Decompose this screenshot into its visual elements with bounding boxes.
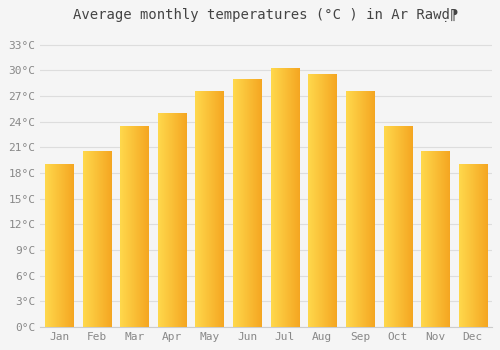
Title: Average monthly temperatures (°C ) in Ar Rawḍ⁋: Average monthly temperatures (°C ) in Ar… bbox=[74, 8, 458, 22]
